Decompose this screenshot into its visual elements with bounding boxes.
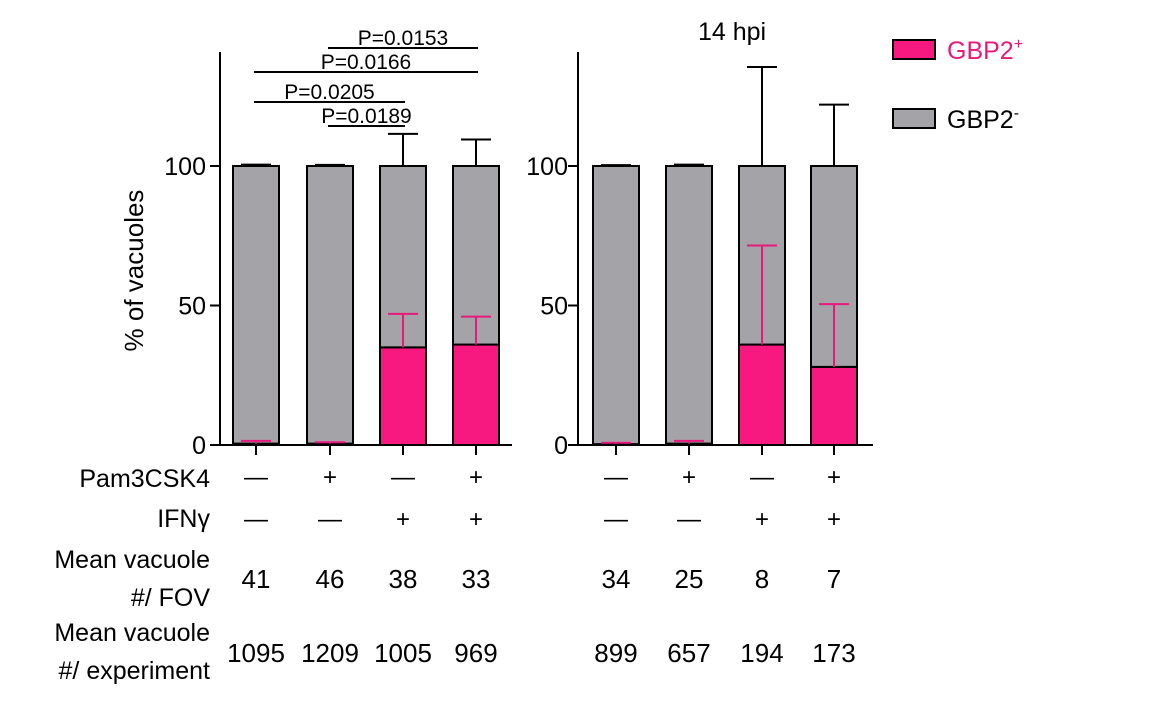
- row-label-exp-line1: Mean vacuole: [54, 619, 210, 647]
- row-ifng-1: —: [604, 506, 628, 533]
- y-tick-label-50: 50: [178, 293, 206, 321]
- row-experiment-2: 1209: [301, 638, 359, 668]
- row-ifng-3: +: [755, 506, 769, 533]
- row-labels: Pam3CSK4 IFNγ Mean vacuole #/ FOV Mean v…: [54, 465, 210, 685]
- row-label-ifng: IFNγ: [157, 505, 210, 533]
- significance-label-2: P=0.0166: [321, 51, 412, 74]
- row-ifng-1: —: [244, 506, 268, 533]
- row-experiment-2: 657: [667, 638, 710, 668]
- significance-label-4: P=0.0189: [321, 105, 412, 128]
- bar-gbp2-pos-4: [810, 365, 858, 447]
- row-pam3csk4-2: +: [323, 464, 337, 491]
- row-ifng-2: —: [318, 506, 342, 533]
- bar-gbp2-neg-2: [306, 165, 354, 445]
- row-fov-4: 33: [462, 564, 491, 594]
- row-pam3csk4-4: +: [827, 464, 841, 491]
- y-tick-label-0: 0: [192, 432, 206, 460]
- row-pam3csk4-3: —: [391, 464, 415, 491]
- row-label-exp-line2: #/ experiment: [59, 657, 211, 685]
- legend-swatch-gbp2-neg: [892, 108, 936, 129]
- bar-gbp2-neg-2: [665, 165, 713, 445]
- significance-label-3: P=0.0205: [284, 81, 375, 104]
- row-pam3csk4-3: —: [750, 464, 774, 491]
- significance-label-1: P=0.0153: [358, 27, 449, 50]
- row-experiment-1: 899: [594, 638, 637, 668]
- legend: GBP2+GBP2-: [892, 36, 1023, 134]
- chart-title: 14 hpi: [698, 18, 766, 46]
- y-tick-label-100: 100: [164, 153, 206, 181]
- row-fov-1: 41: [242, 564, 271, 594]
- row-label-fov-line2: #/ FOV: [131, 584, 211, 612]
- row-fov-3: 38: [389, 564, 418, 594]
- bar-gbp2-neg-4: [452, 165, 500, 346]
- right-chart-panel: 14 hpi 0 50 100 — + — + — — + +34 25 8 7 899 657 194 173: [526, 18, 873, 668]
- y-tick-label-100: 100: [526, 153, 568, 181]
- bar-gbp2-pos-3: [738, 343, 786, 446]
- row-fov-2: 46: [316, 564, 345, 594]
- row-pam3csk4-2: +: [682, 464, 696, 491]
- legend-label-superscript: -: [1014, 105, 1019, 122]
- row-pam3csk4-1: —: [604, 464, 628, 491]
- row-ifng-4: +: [827, 506, 841, 533]
- bar-gbp2-neg-1: [232, 165, 280, 445]
- legend-label-superscript: +: [1014, 36, 1023, 53]
- row-pam3csk4-1: —: [244, 464, 268, 491]
- y-tick-label-50: 50: [540, 293, 568, 321]
- row-experiment-3: 1005: [374, 638, 432, 668]
- row-ifng-4: +: [469, 506, 483, 533]
- legend-label-gbp2-neg: GBP2-: [947, 105, 1019, 134]
- y-tick-label-0: 0: [554, 432, 568, 460]
- row-pam3csk4-4: +: [469, 464, 483, 491]
- row-experiment-1: 1095: [227, 638, 285, 668]
- row-experiment-3: 194: [740, 638, 783, 668]
- y-axis-label: % of vacuoles: [119, 190, 149, 352]
- row-fov-1: 34: [602, 564, 631, 594]
- row-experiment-4: 173: [812, 638, 855, 668]
- bar-gbp2-pos-3: [379, 346, 427, 447]
- row-label-pam3csk4: Pam3CSK4: [79, 465, 210, 493]
- legend-swatch-gbp2-pos: [892, 39, 936, 60]
- row-fov-3: 8: [755, 564, 769, 594]
- bar-gbp2-pos-4: [452, 343, 500, 446]
- row-fov-2: 25: [675, 564, 704, 594]
- legend-label-base: GBP2: [947, 37, 1014, 65]
- row-label-fov-line1: Mean vacuole: [54, 546, 210, 574]
- legend-label-gbp2-pos: GBP2+: [947, 36, 1023, 65]
- row-ifng-2: —: [677, 506, 701, 533]
- legend-label-base: GBP2: [947, 106, 1014, 134]
- row-ifng-3: +: [396, 506, 410, 533]
- row-fov-4: 7: [827, 564, 841, 594]
- bar-gbp2-neg-1: [592, 165, 640, 446]
- row-experiment-4: 969: [454, 638, 497, 668]
